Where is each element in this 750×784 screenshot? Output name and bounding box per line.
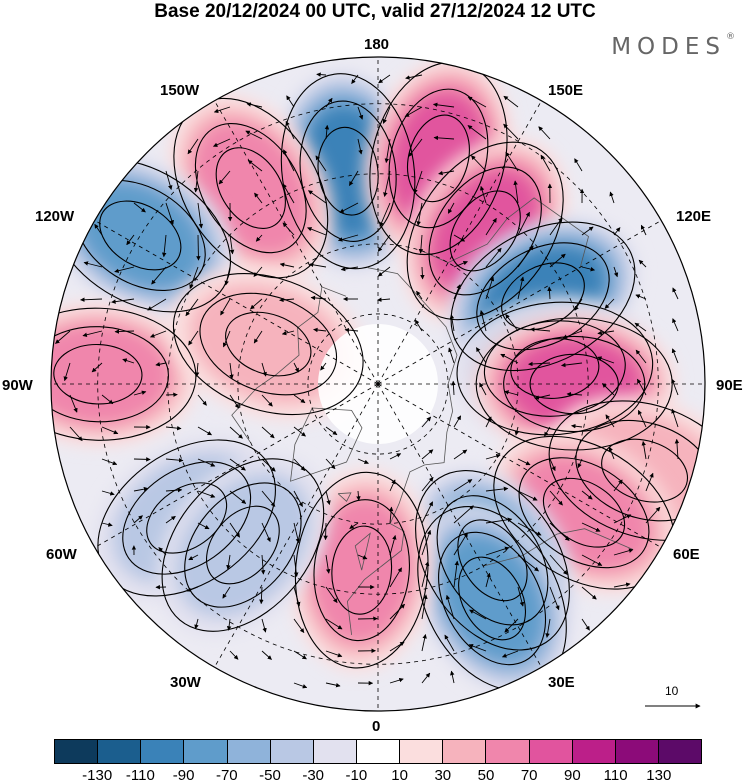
colorbar-tick-label: -130 <box>82 767 112 784</box>
colorbar-ticks: -130 -110 -90 -70 -50 -30 -10 10 30 50 70 90 110 130 <box>54 767 702 783</box>
colorbar-tick-label: -110 <box>126 767 155 784</box>
lon-label-90w: 90W <box>2 377 33 394</box>
wind-vector <box>422 267 423 279</box>
colorbar-swatch <box>55 740 98 763</box>
colorbar-tick-label: -90 <box>173 767 195 784</box>
lon-label-150e: 150E <box>548 82 583 99</box>
lon-label-30e: 30E <box>548 674 575 691</box>
colorbar-tick-label: 90 <box>564 767 581 784</box>
lon-label-180: 180 <box>364 36 389 53</box>
colorbar-swatch <box>357 740 400 763</box>
colorbar-swatch <box>530 740 573 763</box>
colorbar-swatch <box>228 740 271 763</box>
colorbar-tick-label: -30 <box>302 767 324 784</box>
colorbar-swatch <box>98 740 141 763</box>
wind-vector <box>134 459 150 460</box>
lon-label-60e: 60E <box>673 546 700 563</box>
lon-label-120w: 120W <box>35 208 74 225</box>
colorbar-swatch <box>659 740 701 763</box>
colorbar-tick-label: -70 <box>216 767 238 784</box>
lon-label-0: 0 <box>372 718 380 735</box>
colorbar-swatch <box>184 740 227 763</box>
colorbar <box>54 739 702 764</box>
colorbar-tick-label: 130 <box>646 767 671 784</box>
colorbar-swatch <box>573 740 616 763</box>
lon-label-30w: 30W <box>170 674 201 691</box>
lon-label-90e: 90E <box>716 377 743 394</box>
reference-vector <box>640 684 710 714</box>
colorbar-swatch <box>141 740 184 763</box>
colorbar-tick-label: 70 <box>521 767 538 784</box>
colorbar-tick-label: 10 <box>391 767 408 784</box>
colorbar-swatch <box>400 740 443 763</box>
colorbar-swatch <box>616 740 659 763</box>
colorbar-tick-label: 50 <box>478 767 495 784</box>
colorbar-swatch <box>486 740 529 763</box>
wind-vector <box>326 523 327 540</box>
lon-label-60w: 60W <box>46 546 77 563</box>
lon-label-150w: 150W <box>160 82 199 99</box>
colorbar-swatch <box>443 740 486 763</box>
colorbar-swatch <box>271 740 314 763</box>
colorbar-tick-label: 110 <box>604 767 628 784</box>
wind-vector <box>198 235 199 260</box>
colorbar-tick-label: -10 <box>346 767 368 784</box>
colorbar-swatch <box>314 740 357 763</box>
lon-label-120e: 120E <box>676 208 711 225</box>
colorbar-tick-label: -50 <box>259 767 281 784</box>
colorbar-tick-label: 30 <box>434 767 451 784</box>
